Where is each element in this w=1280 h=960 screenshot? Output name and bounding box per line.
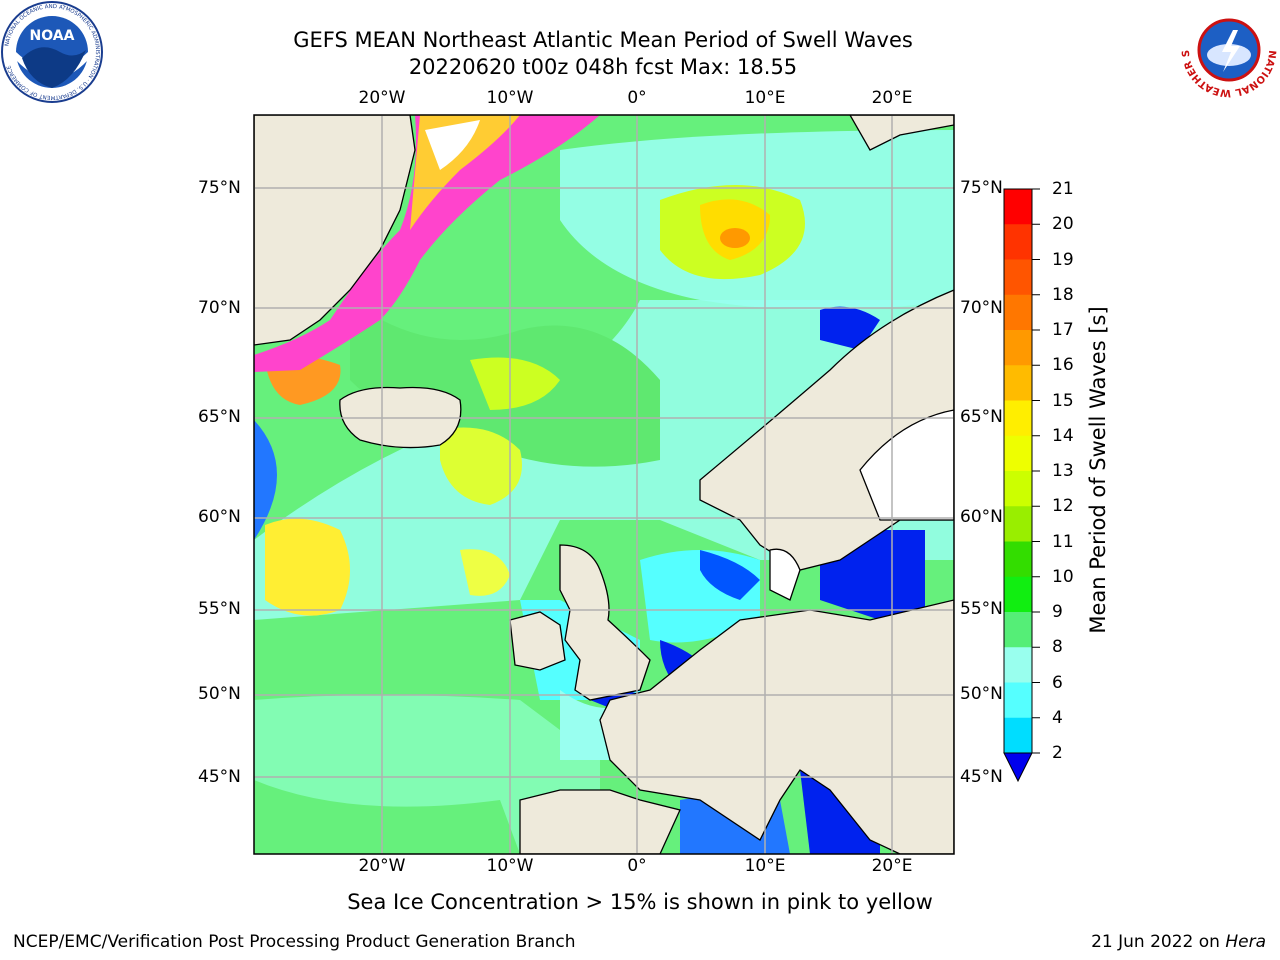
lon-label-bottom: 20°E (871, 856, 913, 876)
colorbar-segment (1004, 224, 1032, 260)
map-area (254, 115, 954, 854)
colorbar-segment (1004, 647, 1032, 683)
lat-label-right: 45°N (960, 767, 1003, 787)
colorbar-tick-label: 14 (1052, 425, 1074, 446)
colorbar-tick-label: 19 (1052, 249, 1074, 270)
colorbar-tick-label: 2 (1052, 743, 1063, 763)
land-masses (254, 115, 954, 854)
lat-label-left: 45°N (198, 767, 241, 787)
colorbar-tick-label: 15 (1052, 390, 1074, 411)
footer-credit: NCEP/EMC/Verification Post Processing Pr… (13, 932, 576, 952)
colorbar-tick-label: 21 (1052, 179, 1074, 199)
colorbar-segment (1004, 330, 1032, 366)
lon-label-top: 10°E (744, 88, 786, 108)
lat-label-right: 75°N (960, 178, 1003, 198)
lon-label-bottom: 10°E (744, 856, 786, 876)
colorbar-tick-label: 10 (1052, 566, 1074, 587)
colorbar-tick-label: 6 (1052, 672, 1063, 693)
colorbar-segment (1004, 576, 1032, 613)
colorbar (1004, 189, 1032, 754)
map-frame (253, 114, 955, 855)
colorbar-segment (1004, 294, 1032, 331)
colorbar-segment (1004, 259, 1032, 296)
colorbar-segment (1004, 541, 1032, 578)
colorbar-segment (1004, 506, 1032, 542)
colorbar-segment (1004, 400, 1032, 437)
sea-ice-note: Sea Ice Concentration > 15% is shown in … (347, 890, 933, 914)
lat-label-right: 55°N (960, 599, 1003, 619)
lon-label-top: 20°E (871, 88, 913, 108)
lon-label-top: 20°W (358, 88, 406, 108)
lat-label-left: 70°N (198, 298, 241, 318)
colorbar-segment (1004, 471, 1032, 507)
colorbar-label: Mean Period of Swell Waves [s] (1086, 306, 1110, 634)
lat-label-right: 50°N (960, 684, 1003, 704)
lon-label-bottom: 20°W (358, 856, 406, 876)
lat-label-left: 55°N (198, 599, 241, 619)
colorbar-extend-arrow (1003, 752, 1033, 783)
graticule (254, 115, 954, 854)
chart-subtitle: 20220620 t00z 048h fcst Max: 18.55 (408, 55, 798, 79)
colorbar-tick-label: 12 (1052, 496, 1074, 517)
colorbar-tick-label: 11 (1052, 531, 1074, 552)
lat-label-left: 50°N (198, 684, 241, 704)
colorbar-tick-label: 13 (1052, 461, 1074, 481)
footer-date: 21 Jun 2022 on Hera (1091, 932, 1266, 952)
colorbar-tick-label: 8 (1052, 637, 1063, 658)
colorbar-tick-label: 17 (1052, 320, 1074, 340)
colorbar-segment (1004, 717, 1032, 754)
colorbar-segment (1004, 189, 1032, 225)
colorbar-tick-label: 4 (1052, 707, 1063, 728)
footer-machine: Hera (1225, 932, 1266, 952)
colorbar-tick-label: 20 (1052, 214, 1074, 235)
lon-label-top: 10°W (486, 88, 534, 108)
colorbar-tick-label: 18 (1052, 284, 1074, 305)
colorbar-tick-label: 16 (1052, 355, 1074, 376)
lat-label-left: 65°N (198, 407, 241, 427)
lat-label-left: 60°N (198, 507, 241, 527)
colorbar-segment (1004, 435, 1032, 472)
colorbar-segment (1004, 612, 1032, 648)
lat-label-right: 60°N (960, 507, 1003, 527)
chart-title: GEFS MEAN Northeast Atlantic Mean Period… (293, 28, 913, 52)
lon-label-bottom: 10°W (486, 856, 534, 876)
lat-label-right: 70°N (960, 298, 1003, 318)
footer-date-text: 21 Jun 2022 on (1091, 932, 1226, 952)
colorbar-segment (1004, 365, 1032, 401)
colorbar-segment (1004, 682, 1032, 719)
lon-label-top: 0° (627, 88, 647, 108)
lat-label-right: 65°N (960, 407, 1003, 427)
colorbar-tick-label: 9 (1052, 602, 1063, 622)
noaa-logo: NATIONAL OCEANIC AND ATMOSPHERIC ADMINIS… (1, 1, 103, 103)
national-weather-service-logo: NATIONAL WEATHER SERVICE (1178, 0, 1277, 98)
svg-text:NOAA: NOAA (30, 28, 75, 44)
lon-label-bottom: 0° (627, 856, 647, 876)
lat-label-left: 75°N (198, 178, 241, 198)
